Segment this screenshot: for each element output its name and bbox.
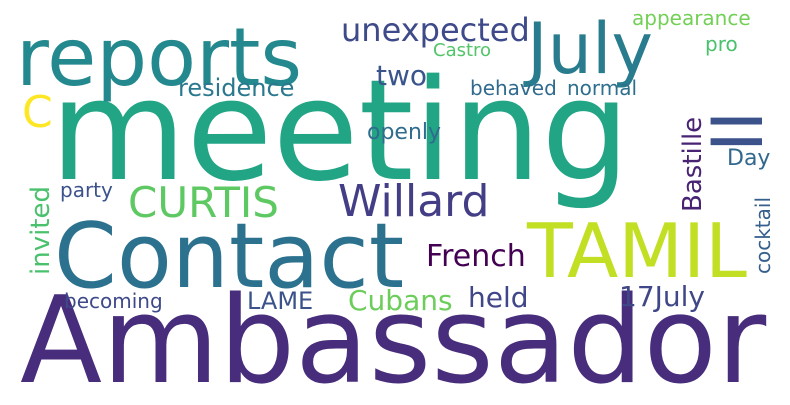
word-curtis: CURTIS (128, 178, 279, 227)
word-c: C (22, 87, 53, 138)
word-pro: pro (705, 32, 738, 56)
word-appearance: appearance (632, 6, 751, 30)
word-normal: normal (567, 76, 638, 100)
word-willard: Willard (338, 176, 490, 227)
word-held: held (468, 281, 529, 314)
word-july: July (527, 8, 653, 90)
word-two: two (376, 59, 428, 92)
word-17july: 17July (619, 280, 705, 313)
word-contact: Contact (54, 204, 405, 309)
word-reports: reports (16, 11, 303, 104)
word-castro: Castro (433, 40, 492, 61)
word-cubans: Cubans (348, 284, 453, 317)
word-residence: residence (178, 74, 295, 102)
word-becoming: becoming (64, 289, 163, 313)
word-party: party (60, 178, 113, 202)
word-openly: openly (367, 120, 442, 145)
word-bastille: Bastille (678, 116, 708, 212)
word-tamil: TAMIL (527, 207, 747, 295)
word-meeting: meeting (50, 50, 631, 213)
word-cocktail: cocktail (751, 196, 775, 274)
word-ambassador: Ambassador (20, 272, 767, 405)
word-behaved: behaved (470, 76, 557, 100)
word-lame: LAME (247, 287, 314, 315)
word-invited: invited (26, 185, 56, 275)
word-french: French (426, 239, 526, 274)
word-unexpected: unexpected (341, 11, 530, 49)
word-day: Day (727, 146, 771, 171)
